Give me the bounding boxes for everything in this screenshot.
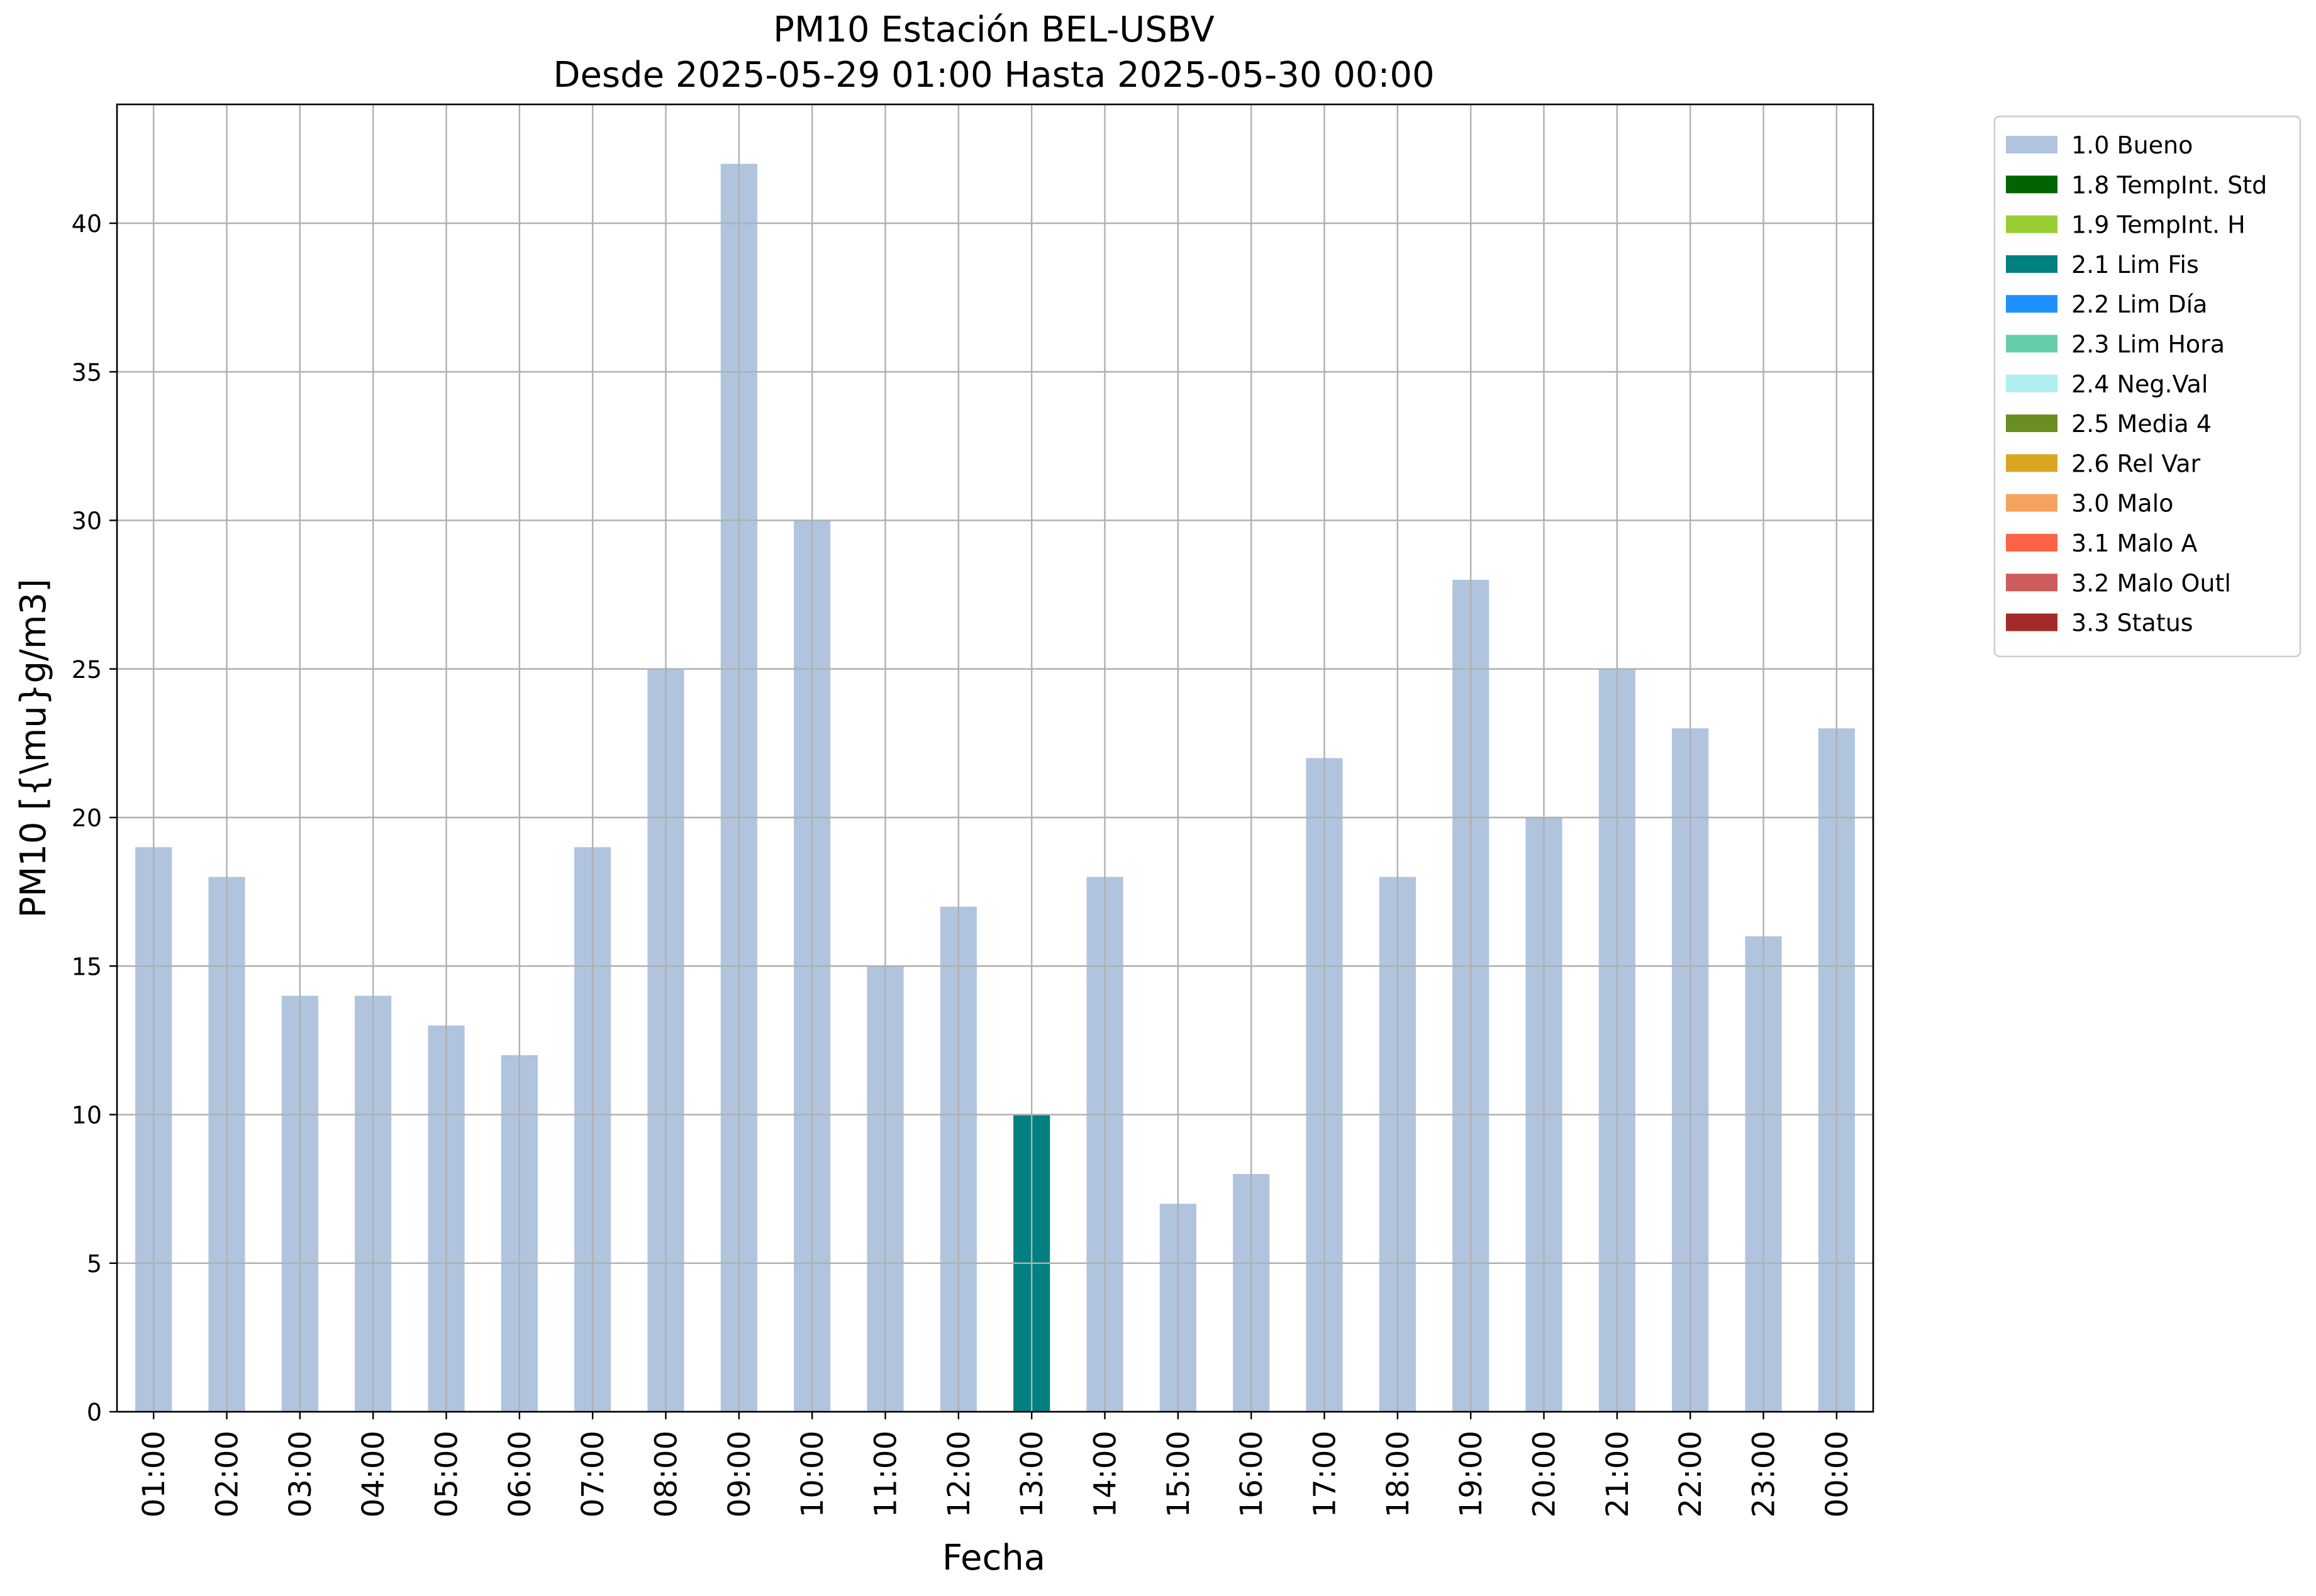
- legend-swatch-7: [2006, 414, 2057, 433]
- y-tick-label-10: 10: [72, 1102, 102, 1129]
- x-tick-label-0300: 03:00: [283, 1431, 318, 1517]
- x-tick-label-0600: 06:00: [503, 1431, 538, 1517]
- y-tick-label-25: 25: [72, 656, 102, 684]
- legend-entry-3: 2.1 Lim Fis: [2071, 251, 2199, 279]
- x-tick-label-0200: 02:00: [210, 1431, 245, 1517]
- legend-entry-1: 1.8 TempInt. Std: [2071, 171, 2267, 199]
- legend-swatch-4: [2006, 295, 2057, 313]
- y-axis-label: PM10 [{\mu}g/m3]: [13, 579, 54, 918]
- x-tick-label-2100: 21:00: [1600, 1431, 1635, 1517]
- y-tick-label-0: 0: [87, 1399, 102, 1426]
- y-tick-label-40: 40: [72, 210, 102, 238]
- y-tick-label-15: 15: [72, 953, 102, 980]
- legend-entry-6: 2.4 Neg.Val: [2071, 370, 2208, 398]
- legend-box: [1993, 115, 2302, 658]
- legend-entry-11: 3.2 Malo Outl: [2071, 569, 2231, 597]
- legend-swatch-11: [2006, 574, 2057, 592]
- x-tick-label-1100: 11:00: [869, 1431, 904, 1517]
- legend-entry-0: 1.0 Bueno: [2071, 131, 2193, 159]
- legend-swatch-1: [2006, 175, 2057, 194]
- x-tick-label-1200: 12:00: [942, 1431, 977, 1517]
- legend-swatch-12: [2006, 613, 2057, 631]
- legend-swatch-9: [2006, 494, 2057, 512]
- x-axis-label: Fecha: [942, 1538, 1045, 1578]
- x-tick-label-1800: 18:00: [1381, 1431, 1416, 1517]
- legend-swatch-10: [2006, 534, 2057, 551]
- legend-entry-4: 2.2 Lim Día: [2071, 291, 2207, 318]
- axes: 0 5 10 15 20 25 30 35 40 01:00 02:00 03:00 04:00 05:0…: [72, 103, 1874, 1517]
- plot-frame: [116, 103, 1874, 1413]
- legend-swatch-5: [2006, 335, 2057, 353]
- grid: [117, 104, 1873, 1413]
- x-tick-label-1400: 14:00: [1088, 1431, 1123, 1517]
- x-tick-label-1000: 10:00: [795, 1431, 830, 1517]
- legend-entry-10: 3.1 Malo A: [2071, 529, 2197, 557]
- x-tick-label-1700: 17:00: [1308, 1431, 1343, 1517]
- legend-swatch-6: [2006, 374, 2057, 392]
- x-tick-label-0900: 09:00: [722, 1431, 757, 1517]
- x-tick-label-2000: 20:00: [1527, 1431, 1562, 1517]
- legend-swatch-8: [2006, 454, 2057, 472]
- x-tick-label-1300: 13:00: [1015, 1431, 1050, 1517]
- x-tick-label-1500: 15:00: [1161, 1431, 1196, 1517]
- x-tick-label-0400: 04:00: [356, 1431, 391, 1517]
- y-tick-label-5: 5: [87, 1250, 102, 1278]
- legend-entry-7: 2.5 Media 4: [2071, 410, 2212, 438]
- x-tick-label-1900: 19:00: [1454, 1431, 1489, 1517]
- y-tick-label-30: 30: [72, 507, 102, 535]
- x-tick-label-2300: 23:00: [1747, 1431, 1782, 1517]
- legend-entry-9: 3.0 Malo: [2071, 490, 2173, 518]
- legend: 1.0 Bueno 1.8 TempInt. Std 1.9 TempInt. H 2…: [1993, 115, 2302, 658]
- x-tick-label-1600: 16:00: [1234, 1431, 1269, 1517]
- y-tick-label-20: 20: [72, 804, 102, 832]
- legend-swatch-0: [2006, 136, 2057, 153]
- legend-swatch-2: [2006, 215, 2057, 233]
- x-tick-label-2200: 22:00: [1673, 1431, 1708, 1517]
- x-tick-label-0800: 08:00: [649, 1431, 684, 1517]
- x-tick-label-0100: 01:00: [136, 1431, 172, 1517]
- chart-title: PM10 Estación BEL-USBV: [773, 9, 1215, 50]
- legend-entry-12: 3.3 Status: [2071, 609, 2193, 637]
- x-tick-label-0700: 07:00: [576, 1431, 611, 1517]
- x-tick-label-0000: 00:00: [1820, 1431, 1855, 1517]
- legend-entry-8: 2.6 Rel Var: [2071, 450, 2201, 477]
- chart-subtitle: Desde 2025-05-29 01:00 Hasta 2025-05-30 …: [553, 55, 1434, 96]
- legend-swatch-3: [2006, 255, 2057, 273]
- legend-entry-2: 1.9 TempInt. H: [2071, 211, 2246, 239]
- legend-entry-5: 2.3 Lim Hora: [2071, 331, 2225, 358]
- y-tick-label-35: 35: [72, 358, 102, 386]
- x-tick-label-0500: 05:00: [430, 1431, 465, 1517]
